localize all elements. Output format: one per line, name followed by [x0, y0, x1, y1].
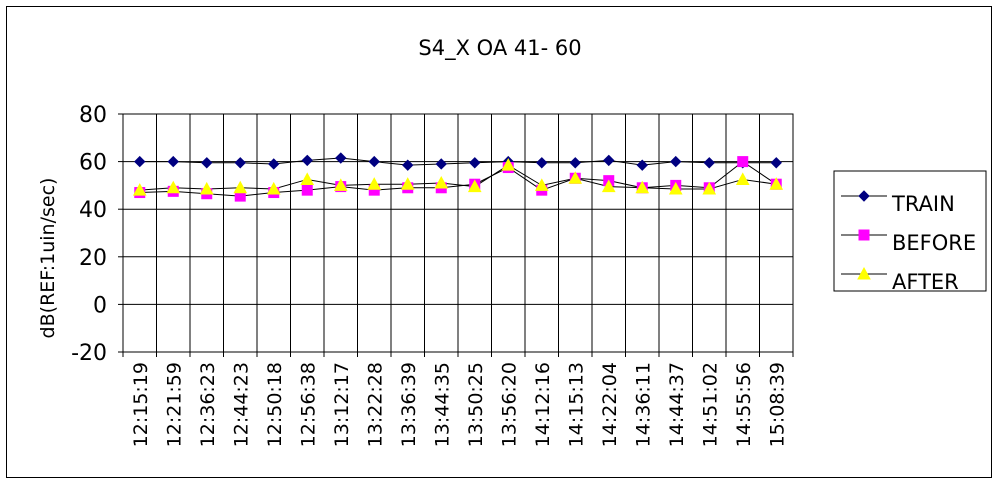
x-tick-label: 13:36:39 [398, 362, 420, 447]
legend-label-after: AFTER [892, 270, 959, 294]
x-tick-label: 14:15:13 [565, 362, 587, 447]
x-tick-label: 14:44:37 [666, 362, 688, 447]
data-point-after [769, 177, 784, 190]
x-tick-label: 14:36:11 [632, 362, 654, 447]
data-point-train [469, 157, 481, 169]
x-tick-label: 12:44:23 [230, 362, 252, 447]
x-tick-label: 15:08:39 [766, 362, 788, 447]
data-point-train [134, 155, 146, 168]
x-tick-label: 13:12:17 [331, 362, 353, 447]
data-point-after [702, 181, 717, 195]
legend-marker-after [857, 266, 871, 280]
series-line-train [139, 157, 777, 166]
data-point-train [335, 152, 347, 164]
data-point-after [199, 181, 214, 195]
data-point-after [635, 180, 650, 194]
y-tick-label: 80 [79, 103, 107, 128]
data-point-train [770, 157, 782, 169]
series-line-after [139, 164, 777, 191]
data-point-after [467, 179, 482, 193]
x-tick-label: 12:21:59 [163, 362, 185, 447]
legend-marker-before [858, 229, 870, 241]
data-point-train [603, 154, 615, 167]
data-point-train [234, 157, 246, 169]
data-point-after [300, 172, 315, 185]
legend-label-before: BEFORE [892, 231, 976, 255]
y-tick-label: 60 [79, 151, 107, 176]
data-point-after [601, 179, 616, 193]
data-point-before [737, 156, 749, 168]
data-point-after [166, 180, 181, 194]
x-tick-label: 14:51:02 [699, 362, 721, 447]
data-point-after [400, 177, 415, 190]
data-point-train [636, 159, 648, 171]
data-point-train [536, 157, 548, 169]
data-point-after [333, 178, 348, 191]
x-tick-label: 13:56:20 [498, 362, 520, 447]
y-tick-label: -20 [71, 341, 107, 366]
data-point-after [132, 183, 147, 196]
x-tick-label: 14:22:04 [599, 362, 621, 447]
chart-title: S4_X OA 41- 60 [418, 36, 581, 61]
series-line-before [139, 160, 777, 197]
x-tick-label: 12:15:19 [130, 362, 152, 447]
data-point-after [501, 158, 516, 171]
data-point-train [268, 158, 280, 170]
x-tick-label: 13:44:35 [431, 362, 453, 447]
data-point-train [402, 159, 414, 171]
x-tick-label: 12:50:18 [264, 362, 286, 447]
data-point-after [434, 175, 449, 189]
y-tick-label: 40 [79, 198, 107, 223]
data-point-train [368, 155, 380, 168]
y-tick-label: 0 [93, 293, 107, 318]
data-point-train [435, 158, 447, 170]
y-tick-label: 20 [79, 246, 107, 271]
data-point-before [301, 184, 313, 196]
data-point-after [735, 172, 750, 185]
data-point-after [668, 181, 683, 195]
x-tick-label: 12:36:23 [197, 362, 219, 447]
data-point-train [703, 157, 715, 169]
data-point-after [367, 177, 382, 190]
data-point-after [568, 171, 583, 184]
x-tick-label: 14:12:16 [532, 362, 554, 447]
data-point-train [167, 155, 179, 168]
data-point-train [569, 157, 581, 169]
x-tick-label: 12:56:38 [297, 362, 319, 447]
data-point-train [301, 154, 313, 167]
legend-label-train: TRAIN [891, 192, 955, 216]
x-tick-label: 13:22:28 [364, 362, 386, 447]
y-axis-label: dB(REF:1uin/sec) [37, 178, 59, 339]
data-point-after [266, 181, 281, 195]
data-point-after [534, 178, 549, 191]
data-point-train [670, 155, 682, 168]
plot-area: 80 60 40 20 0 -20 12:15:19 12:21:59 12:36:23 12:4… [71, 103, 794, 447]
data-point-train [201, 157, 213, 169]
x-tick-label: 14:55:56 [733, 362, 755, 447]
legend: TRAIN BEFORE AFTER [833, 170, 987, 294]
x-tick-label: 13:50:25 [465, 362, 487, 447]
legend-marker-train [858, 190, 870, 202]
data-point-after [233, 180, 248, 194]
